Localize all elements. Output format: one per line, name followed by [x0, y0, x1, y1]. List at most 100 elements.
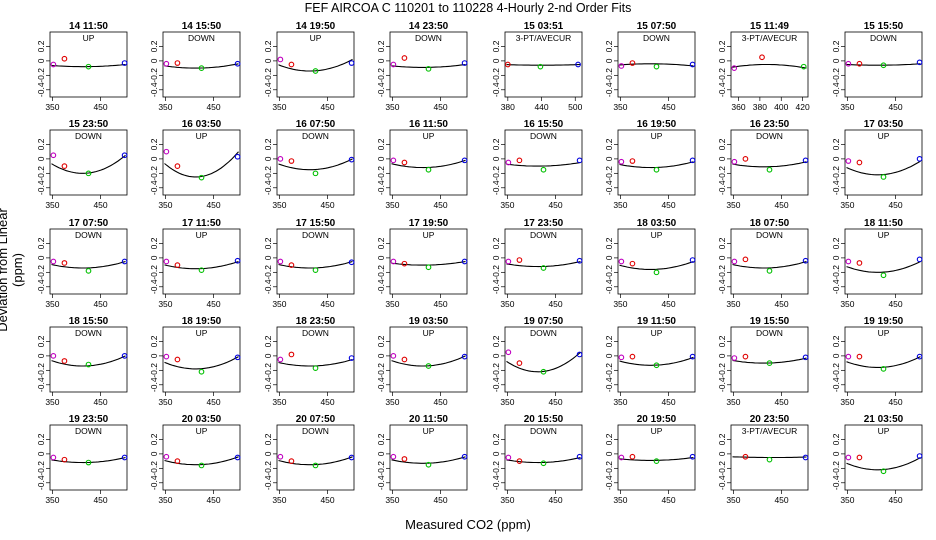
y-tick-label: 0	[36, 353, 46, 358]
y-tick-label: -0.2	[36, 68, 46, 83]
y-tick-label: 0	[149, 353, 159, 358]
y-tick-label: 0.2	[491, 433, 501, 445]
x-tick-label: 350	[613, 299, 627, 309]
data-point	[461, 453, 468, 460]
data-point	[401, 55, 408, 61]
panel-time-label: 15 23:50	[69, 119, 109, 130]
data-point	[61, 163, 68, 169]
fit-curve	[51, 260, 126, 269]
data-point	[163, 353, 170, 360]
y-tick-label: 0.2	[376, 433, 386, 445]
data-point	[629, 260, 636, 267]
fit-curve	[846, 261, 921, 273]
x-tick-label: 450	[548, 397, 562, 407]
data-point	[234, 454, 241, 461]
data-point	[277, 56, 284, 63]
data-point	[401, 356, 408, 363]
y-tick-label: 0	[717, 156, 727, 161]
y-tick-label: 0.2	[491, 335, 501, 347]
y-tick-label: -0.4	[149, 180, 159, 195]
x-tick-label: 420	[796, 102, 810, 112]
data-point	[312, 365, 319, 372]
fit-curve	[732, 63, 807, 69]
y-tick-label: -0.2	[831, 363, 841, 378]
x-tick-label: 450	[548, 200, 562, 210]
x-tick-label: 360	[731, 102, 745, 112]
data-point	[85, 170, 92, 177]
data-point	[537, 63, 544, 70]
y-tick-label: 0.2	[831, 237, 841, 249]
data-point	[234, 257, 241, 264]
x-tick-label: 350	[840, 200, 854, 210]
y-tick-label: -0.2	[604, 166, 614, 181]
x-tick-label: 450	[661, 299, 675, 309]
x-tick-label: 440	[534, 102, 548, 112]
data-point	[516, 458, 523, 464]
y-tick-label: 0.2	[36, 335, 46, 347]
data-point	[629, 60, 636, 66]
data-point	[425, 264, 432, 271]
x-tick-label: 450	[888, 495, 902, 505]
y-tick-label: 0	[831, 156, 841, 161]
fit-curve	[619, 356, 694, 366]
y-tick-label: -0.4	[831, 279, 841, 294]
y-tick-label: 0	[604, 451, 614, 456]
data-point	[618, 454, 625, 461]
y-tick-label: -0.4	[149, 279, 159, 294]
y-tick-label: -0.2	[36, 461, 46, 476]
panel-time-label: 16 07:50	[296, 119, 336, 130]
data-point	[50, 454, 57, 461]
data-point	[505, 349, 512, 356]
y-tick-label: 0.2	[149, 237, 159, 249]
data-point	[516, 157, 523, 164]
x-tick-label: 350	[45, 102, 59, 112]
data-point	[198, 462, 205, 469]
data-point	[576, 157, 583, 164]
x-tick-label: 350	[500, 299, 514, 309]
data-point	[845, 158, 852, 164]
panel-time-label: 14 23:50	[409, 21, 449, 32]
y-tick-label: -0.2	[717, 166, 727, 181]
y-tick-label: -0.2	[831, 68, 841, 83]
data-point	[85, 459, 92, 466]
fit-curve	[51, 154, 126, 174]
data-point	[731, 65, 738, 71]
data-point	[916, 256, 923, 263]
y-tick-label: -0.2	[263, 461, 273, 476]
y-tick-label: 0	[604, 353, 614, 358]
y-tick-label: -0.4	[263, 279, 273, 294]
y-tick-label: -0.4	[604, 82, 614, 97]
data-point	[880, 174, 887, 180]
data-point	[163, 60, 170, 67]
data-point	[516, 257, 523, 263]
y-tick-label: 0.2	[263, 138, 273, 150]
x-tick-label: 450	[320, 495, 334, 505]
data-point	[516, 360, 523, 366]
data-point	[856, 60, 863, 67]
x-tick-label: 450	[888, 299, 902, 309]
x-tick-label: 450	[320, 397, 334, 407]
y-tick-label: -0.4	[491, 180, 501, 195]
data-point	[540, 460, 547, 467]
data-point	[461, 353, 468, 360]
data-point	[121, 353, 128, 359]
data-point	[504, 61, 511, 68]
panel-time-label: 15 15:50	[864, 21, 904, 32]
y-tick-label: 0	[263, 58, 273, 63]
x-tick-label: 350	[726, 200, 740, 210]
y-tick-label: -0.4	[376, 82, 386, 97]
panel-mode-label: UP	[423, 426, 435, 436]
y-tick-label: 0	[604, 255, 614, 260]
panel-mode-label: DOWN	[756, 131, 783, 141]
x-tick-label: 350	[45, 299, 59, 309]
panel-time-label: 15 03:51	[524, 21, 564, 32]
fit-curve	[391, 456, 466, 464]
y-tick-label: 0	[263, 451, 273, 456]
x-tick-label: 350	[158, 299, 172, 309]
data-point	[348, 60, 355, 66]
